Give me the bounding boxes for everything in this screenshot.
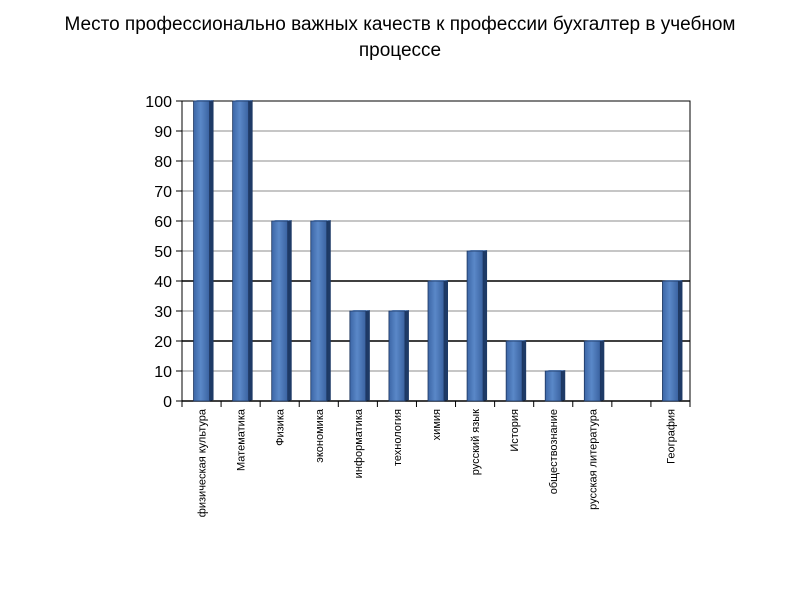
bar <box>505 340 527 402</box>
x-category-label: физическая культура <box>197 408 209 517</box>
x-category-label: Математика <box>236 408 248 471</box>
y-tick-label: 90 <box>154 124 172 141</box>
bars <box>193 100 683 402</box>
x-category-label: История <box>509 409 521 452</box>
bar <box>193 100 214 402</box>
bar-side <box>678 280 683 401</box>
bar-front <box>349 310 367 402</box>
y-tick-label: 10 <box>154 364 172 381</box>
bar <box>544 370 566 402</box>
bar-side <box>248 100 253 401</box>
bar-side <box>522 340 527 401</box>
y-tick-label: 30 <box>154 304 172 321</box>
y-tick-label: 60 <box>154 214 172 231</box>
bar <box>662 280 683 402</box>
y-tick-label: 0 <box>163 394 172 411</box>
bar-side <box>404 310 409 401</box>
bar-front <box>466 250 484 402</box>
bar <box>310 220 331 402</box>
bar <box>427 280 448 402</box>
x-category-label: химия <box>431 409 443 440</box>
bar <box>466 250 488 402</box>
y-tick-label: 50 <box>154 244 172 261</box>
x-axis-labels: физическая культура Математика Физика эконо… <box>197 408 678 517</box>
bar-side <box>600 340 605 401</box>
chart-title: Место профессионально важных качеств к п… <box>64 14 736 61</box>
bar-side <box>444 280 448 401</box>
y-tick-label: 20 <box>154 334 172 351</box>
y-tick-label: 80 <box>154 154 172 171</box>
bar <box>388 310 409 402</box>
x-category-label: География <box>665 409 677 464</box>
y-tick-label: 100 <box>145 94 172 111</box>
bar-front <box>193 100 210 402</box>
x-category-label: русская литература <box>587 408 599 510</box>
bar-front <box>427 280 445 402</box>
x-category-label: информатика <box>353 408 365 478</box>
bar <box>583 340 605 402</box>
bar-front <box>232 100 250 402</box>
bar <box>232 100 253 402</box>
y-tick-label: 70 <box>154 184 172 201</box>
x-category-label: технология <box>392 409 404 466</box>
bar-front <box>310 220 328 402</box>
bar-front <box>583 340 601 402</box>
bar-side <box>326 220 331 401</box>
bar-front <box>505 340 523 402</box>
bar-front <box>271 220 289 402</box>
x-category-label: русский язык <box>470 409 482 475</box>
bar <box>271 220 292 402</box>
bar-front <box>388 310 406 402</box>
x-category-label: Физика <box>275 408 287 446</box>
bar-side <box>287 220 292 401</box>
bar-side <box>365 310 370 401</box>
bar-side <box>561 370 566 401</box>
bar-side <box>209 100 214 401</box>
y-tick-label: 40 <box>154 274 172 291</box>
x-category-label: экономика <box>314 408 326 463</box>
bar-side <box>483 250 488 401</box>
bar <box>349 310 370 402</box>
bar-front <box>662 280 679 402</box>
x-category-label: обществознание <box>548 409 560 494</box>
y-axis-ticks: 0 10 20 30 40 50 60 70 80 90 100 <box>145 94 182 411</box>
bar-front <box>544 370 562 402</box>
